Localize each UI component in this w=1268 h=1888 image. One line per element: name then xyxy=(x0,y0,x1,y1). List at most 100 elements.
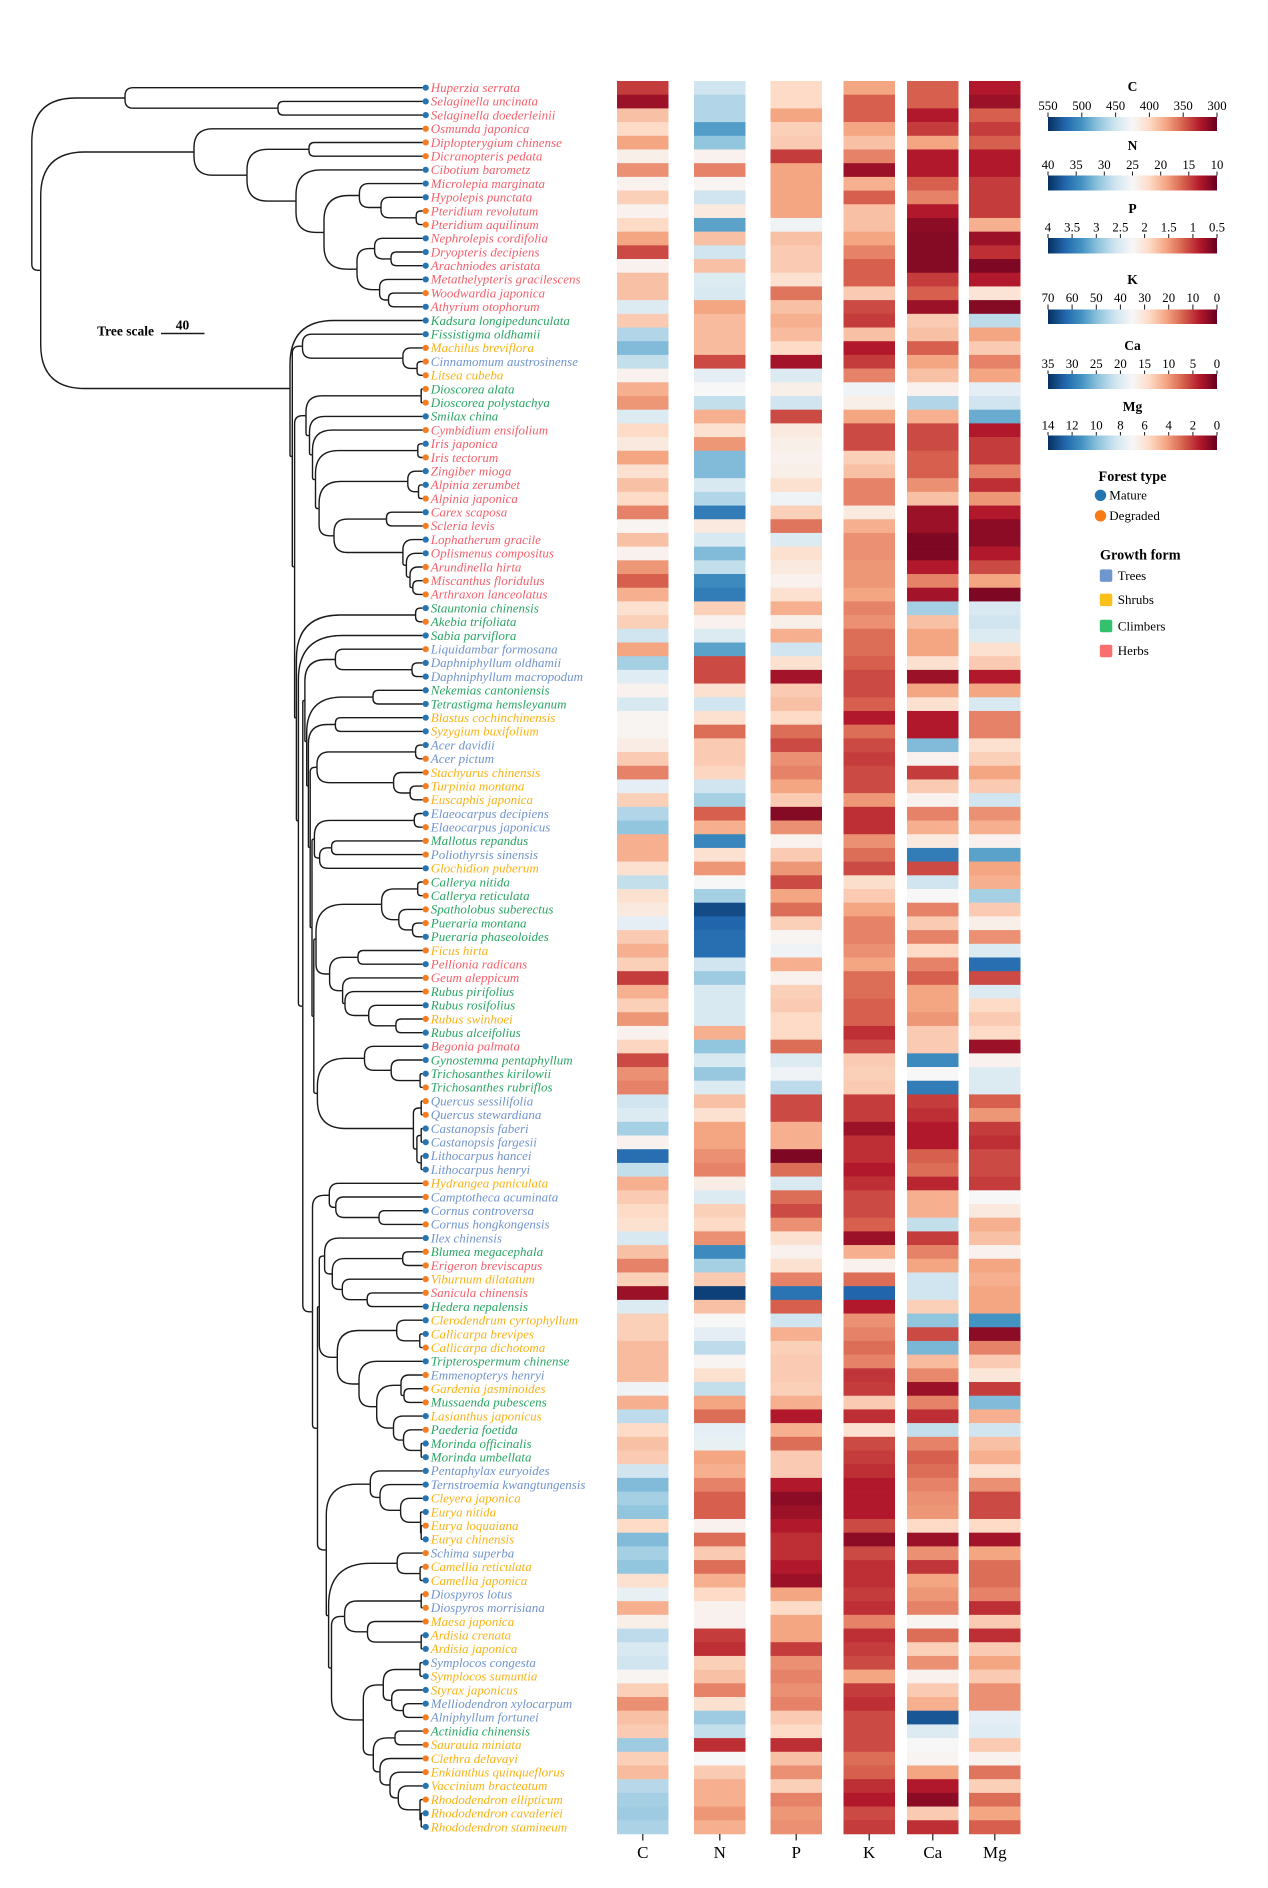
svg-text:15: 15 xyxy=(1138,357,1151,371)
svg-text:Cornus hongkongensis: Cornus hongkongensis xyxy=(431,1217,550,1232)
svg-text:P: P xyxy=(791,1843,800,1862)
svg-text:Mg: Mg xyxy=(983,1843,1007,1862)
svg-text:Herbs: Herbs xyxy=(1118,643,1149,658)
svg-text:Degraded: Degraded xyxy=(1109,508,1160,523)
svg-text:Mussaenda pubescens: Mussaenda pubescens xyxy=(430,1395,547,1410)
svg-text:Alpinia zerumbet: Alpinia zerumbet xyxy=(430,477,521,492)
svg-text:Arthraxon lanceolatus: Arthraxon lanceolatus xyxy=(430,587,548,602)
svg-text:Paederia foetida: Paederia foetida xyxy=(430,1422,519,1437)
svg-text:Lithocarpus henryi: Lithocarpus henryi xyxy=(430,1162,531,1177)
svg-text:Trichosanthes rubriflos: Trichosanthes rubriflos xyxy=(431,1080,553,1095)
svg-text:Acer pictum: Acer pictum xyxy=(430,751,494,766)
svg-text:Viburnum dilatatum: Viburnum dilatatum xyxy=(431,1271,535,1286)
svg-text:5: 5 xyxy=(1190,357,1196,371)
svg-text:2: 2 xyxy=(1190,419,1196,433)
svg-text:Osmunda japonica: Osmunda japonica xyxy=(431,121,530,136)
svg-text:Dicranopteris pedata: Dicranopteris pedata xyxy=(430,148,543,163)
svg-text:Emmenopterys henryi: Emmenopterys henryi xyxy=(430,1367,545,1382)
svg-text:Rhododendron ellipticum: Rhododendron ellipticum xyxy=(430,1792,563,1807)
svg-text:20: 20 xyxy=(1162,291,1175,305)
svg-text:P: P xyxy=(1128,201,1136,216)
svg-text:Geum aleppicum: Geum aleppicum xyxy=(431,970,519,985)
svg-text:Daphniphyllum macropodum: Daphniphyllum macropodum xyxy=(430,669,583,684)
svg-text:Iris tectorum: Iris tectorum xyxy=(430,450,499,465)
svg-text:35: 35 xyxy=(1070,158,1083,172)
svg-text:Quercus sessilifolia: Quercus sessilifolia xyxy=(431,1093,534,1108)
svg-text:Selaginella uncinata: Selaginella uncinata xyxy=(431,94,539,109)
svg-text:C: C xyxy=(1128,79,1138,94)
svg-text:Vaccinium bracteatum: Vaccinium bracteatum xyxy=(431,1778,548,1793)
svg-text:Hypolepis punctata: Hypolepis punctata xyxy=(430,190,533,205)
svg-text:8: 8 xyxy=(1117,419,1123,433)
svg-text:Sabia parviflora: Sabia parviflora xyxy=(431,628,517,643)
svg-text:1.5: 1.5 xyxy=(1161,221,1177,235)
svg-text:Eurya loquaiana: Eurya loquaiana xyxy=(430,1518,519,1533)
svg-text:35: 35 xyxy=(1042,357,1055,371)
svg-text:Arachniodes aristata: Arachniodes aristata xyxy=(430,258,541,273)
svg-text:Athyrium otophorum: Athyrium otophorum xyxy=(430,299,540,314)
svg-text:Camptotheca acuminata: Camptotheca acuminata xyxy=(431,1189,559,1204)
svg-text:Machilus breviflora: Machilus breviflora xyxy=(430,340,535,355)
svg-text:Selaginella doederleinii: Selaginella doederleinii xyxy=(431,107,556,122)
svg-text:25: 25 xyxy=(1090,357,1103,371)
svg-text:6: 6 xyxy=(1141,419,1148,433)
svg-text:Clethra delavayi: Clethra delavayi xyxy=(431,1751,518,1766)
svg-text:Styrax japonicus: Styrax japonicus xyxy=(431,1682,518,1697)
svg-text:40: 40 xyxy=(1114,291,1127,305)
svg-text:2.5: 2.5 xyxy=(1112,221,1128,235)
svg-text:Pteridium aquilinum: Pteridium aquilinum xyxy=(430,217,539,232)
svg-text:Kadsura longipedunculata: Kadsura longipedunculata xyxy=(430,313,571,328)
svg-text:Rhododendron stamineum: Rhododendron stamineum xyxy=(430,1819,567,1834)
svg-text:0: 0 xyxy=(1214,419,1220,433)
svg-text:Symplocos sumuntia: Symplocos sumuntia xyxy=(431,1669,538,1684)
svg-text:Poliothyrsis sinensis: Poliothyrsis sinensis xyxy=(430,847,538,862)
svg-text:Metathelypteris gracilescens: Metathelypteris gracilescens xyxy=(430,272,581,287)
svg-text:Camellia reticulata: Camellia reticulata xyxy=(431,1559,532,1574)
svg-text:Lithocarpus hancei: Lithocarpus hancei xyxy=(430,1148,532,1163)
svg-text:Alpinia japonica: Alpinia japonica xyxy=(430,491,519,506)
svg-text:Cleyera japonica: Cleyera japonica xyxy=(431,1491,521,1506)
svg-text:0: 0 xyxy=(1214,291,1220,305)
svg-text:Eurya nitida: Eurya nitida xyxy=(430,1504,497,1519)
svg-text:Tree scale: Tree scale xyxy=(97,324,154,339)
svg-text:Ca: Ca xyxy=(1124,338,1141,353)
svg-text:Glochidion puberum: Glochidion puberum xyxy=(431,861,539,876)
svg-text:500: 500 xyxy=(1072,99,1091,113)
svg-text:Clerodendrum cyrtophyllum: Clerodendrum cyrtophyllum xyxy=(431,1313,578,1328)
svg-text:Huperzia serrata: Huperzia serrata xyxy=(430,80,521,95)
svg-text:Morinda officinalis: Morinda officinalis xyxy=(430,1436,532,1451)
svg-text:Blumea megacephala: Blumea megacephala xyxy=(431,1244,544,1259)
svg-text:Acer davidii: Acer davidii xyxy=(430,737,495,752)
svg-text:Ardisia crenata: Ardisia crenata xyxy=(430,1628,512,1643)
svg-text:Mature: Mature xyxy=(1109,488,1147,503)
svg-text:Alniphyllum fortunei: Alniphyllum fortunei xyxy=(430,1710,539,1725)
svg-text:Hedera nepalensis: Hedera nepalensis xyxy=(430,1299,528,1314)
svg-text:15: 15 xyxy=(1182,158,1195,172)
svg-text:Growth form: Growth form xyxy=(1100,548,1181,564)
svg-text:550: 550 xyxy=(1038,99,1057,113)
svg-text:Morinda umbellata: Morinda umbellata xyxy=(430,1450,532,1465)
svg-text:2: 2 xyxy=(1141,221,1147,235)
svg-text:Pueraria phaseoloides: Pueraria phaseoloides xyxy=(430,929,549,944)
svg-text:Gynostemma pentaphyllum: Gynostemma pentaphyllum xyxy=(431,1052,573,1067)
svg-text:Pueraria montana: Pueraria montana xyxy=(430,915,527,930)
svg-text:20: 20 xyxy=(1114,357,1127,371)
svg-text:1: 1 xyxy=(1190,221,1196,235)
svg-text:Ca: Ca xyxy=(923,1843,942,1862)
svg-text:12: 12 xyxy=(1066,419,1079,433)
svg-text:Lophatherum gracile: Lophatherum gracile xyxy=(430,532,541,547)
svg-text:0.5: 0.5 xyxy=(1209,221,1225,235)
svg-text:Fissistigma oldhamii: Fissistigma oldhamii xyxy=(430,327,541,342)
svg-text:Diospyros lotus: Diospyros lotus xyxy=(430,1586,513,1601)
svg-text:Rubus rosifolius: Rubus rosifolius xyxy=(430,998,515,1013)
svg-text:Dioscorea alata: Dioscorea alata xyxy=(430,381,515,396)
svg-text:Dryopteris decipiens: Dryopteris decipiens xyxy=(430,244,540,259)
svg-text:Rubus swinhoei: Rubus swinhoei xyxy=(430,1011,513,1026)
svg-text:Begonia palmata: Begonia palmata xyxy=(431,1039,521,1054)
svg-text:300: 300 xyxy=(1207,99,1226,113)
svg-text:Rhododendron cavaleriei: Rhododendron cavaleriei xyxy=(430,1806,563,1821)
svg-text:Woodwardia japonica: Woodwardia japonica xyxy=(431,285,546,300)
svg-text:Carex scaposa: Carex scaposa xyxy=(431,505,508,520)
svg-text:Elaeocarpus decipiens: Elaeocarpus decipiens xyxy=(430,806,549,821)
svg-text:Dioscorea polystachya: Dioscorea polystachya xyxy=(430,395,551,410)
